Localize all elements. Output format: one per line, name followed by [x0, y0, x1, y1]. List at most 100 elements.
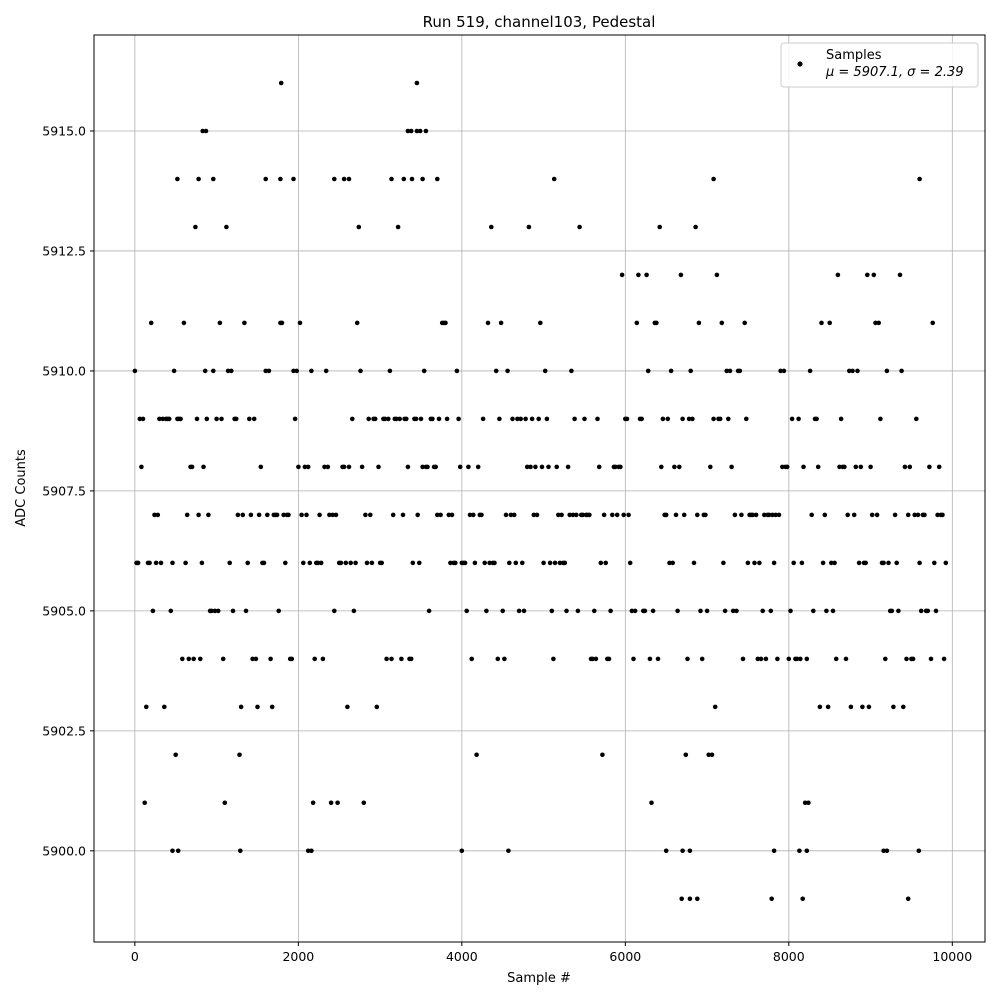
data-point — [162, 704, 167, 710]
data-point — [189, 464, 195, 470]
data-point — [822, 512, 828, 518]
y-axis-label: ADC Counts — [14, 449, 29, 527]
data-point — [341, 464, 347, 470]
data-point — [178, 416, 183, 422]
data-point — [711, 176, 716, 182]
data-point — [521, 608, 527, 614]
data-point — [211, 368, 216, 374]
data-point — [382, 416, 388, 422]
data-point — [724, 368, 729, 374]
data-point — [708, 464, 713, 470]
data-point — [183, 560, 188, 566]
data-point — [855, 368, 860, 374]
data-point — [175, 848, 181, 854]
data-point — [528, 464, 533, 470]
data-point — [158, 560, 164, 566]
data-point — [881, 848, 886, 854]
data-point — [220, 656, 226, 662]
data-point — [904, 656, 909, 662]
data-point — [757, 560, 762, 566]
data-point — [881, 560, 886, 566]
data-point — [814, 416, 819, 422]
x-tick-label: 8000 — [773, 949, 805, 964]
data-point — [829, 560, 834, 566]
data-point — [389, 656, 394, 662]
data-point — [333, 512, 339, 518]
data-point — [572, 416, 577, 422]
data-point — [901, 704, 906, 710]
data-point — [301, 560, 306, 566]
data-point — [258, 464, 264, 470]
data-point — [139, 464, 144, 470]
data-point — [677, 464, 682, 470]
data-point — [346, 464, 352, 470]
data-point — [245, 560, 250, 566]
data-point — [456, 416, 461, 422]
data-point — [417, 560, 422, 566]
data-point — [668, 368, 674, 374]
data-point — [135, 560, 141, 566]
data-point — [544, 416, 550, 422]
data-point — [598, 560, 604, 566]
x-tick-label: 0 — [131, 949, 139, 964]
data-point — [663, 848, 669, 854]
data-point — [917, 176, 922, 182]
data-point — [549, 608, 555, 614]
data-point — [444, 416, 450, 422]
data-point — [815, 464, 821, 470]
data-point — [346, 176, 352, 182]
data-point — [312, 656, 318, 662]
data-point — [556, 512, 561, 518]
data-point — [516, 608, 522, 614]
data-point — [212, 608, 218, 614]
data-point — [830, 608, 836, 614]
data-point — [457, 464, 463, 470]
data-point — [291, 368, 296, 374]
data-point — [703, 512, 708, 518]
data-point — [498, 320, 504, 326]
data-point — [180, 656, 185, 662]
data-point — [580, 512, 586, 518]
data-point — [691, 560, 697, 566]
data-point — [776, 512, 782, 518]
data-point — [386, 416, 391, 422]
data-point — [278, 176, 283, 182]
data-point — [276, 608, 282, 614]
y-tick-label: 5915.0 — [42, 123, 86, 138]
data-point — [286, 512, 291, 518]
data-point — [173, 752, 178, 758]
data-point — [474, 752, 479, 758]
data-point — [318, 560, 324, 566]
data-point — [368, 512, 373, 518]
data-point — [484, 608, 489, 614]
data-point — [539, 464, 545, 470]
data-point — [930, 320, 935, 326]
data-point — [354, 320, 360, 326]
y-tick-label: 5910.0 — [42, 363, 86, 378]
data-point — [251, 416, 257, 422]
data-point — [780, 464, 785, 470]
data-point — [721, 560, 726, 566]
data-point — [665, 416, 671, 422]
data-point — [168, 608, 174, 614]
data-point — [800, 896, 805, 902]
data-point — [871, 272, 877, 278]
data-point — [587, 512, 592, 518]
data-point — [309, 368, 314, 374]
data-point — [292, 416, 298, 422]
data-point — [592, 608, 597, 614]
data-point — [762, 512, 767, 518]
data-point — [569, 368, 574, 374]
legend-marker — [797, 61, 803, 67]
data-point — [191, 656, 196, 662]
data-point — [459, 848, 465, 854]
data-point — [243, 608, 249, 614]
data-point — [837, 464, 842, 470]
data-point — [372, 416, 378, 422]
data-point — [559, 512, 564, 518]
data-point — [433, 464, 439, 470]
data-point — [199, 560, 205, 566]
data-point — [940, 512, 945, 518]
